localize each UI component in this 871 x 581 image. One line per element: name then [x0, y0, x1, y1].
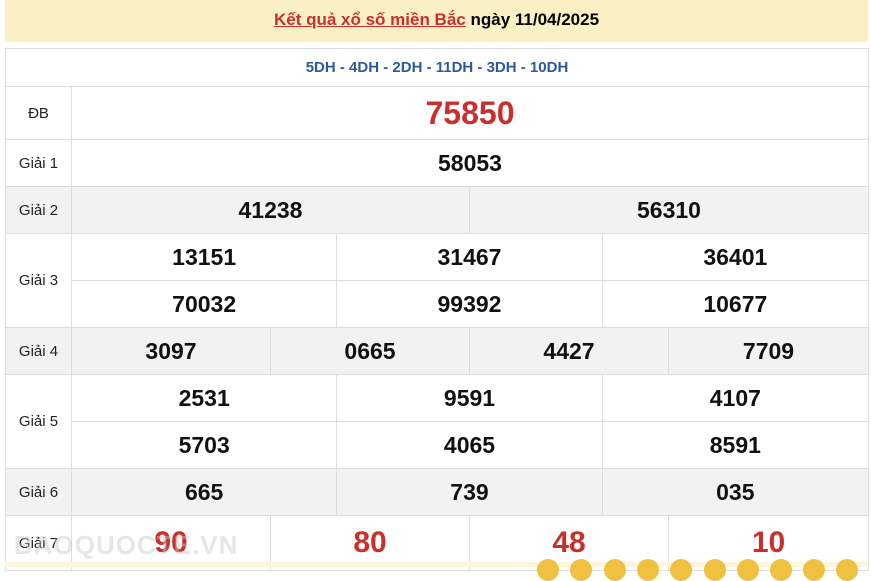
prize-number: 739 [337, 469, 603, 515]
decoration-dot [704, 559, 726, 581]
prize-label: Giải 7 [6, 516, 72, 570]
page-header: Kết quả xổ số miền Bắc ngày 11/04/2025 [5, 0, 868, 42]
prize-label: Giải 2 [6, 187, 72, 233]
prize-number: 31467 [337, 234, 603, 280]
results-table: 5DH - 4DH - 2DH - 11DH - 3DH - 10DH ĐB 75… [5, 48, 869, 571]
prize-number: 75850 [425, 94, 515, 131]
prize-row: Giải 7 90 80 48 10 [6, 516, 868, 571]
prize-number: 99392 [337, 281, 603, 327]
prize-row: Giải 5 2531 9591 4107 5703 4065 8591 [6, 375, 868, 469]
prize-number: 10677 [703, 290, 768, 317]
prize-number: 80 [271, 516, 470, 570]
prize-number: 4107 [709, 384, 761, 411]
header-date: ngày 11/04/2025 [465, 10, 600, 29]
prize-row: Giải 2 41238 56310 [6, 187, 868, 234]
decoration-dot [670, 559, 692, 581]
prize-number: 7709 [742, 337, 795, 364]
prize-number: 13151 [72, 234, 338, 280]
decoration-dot [637, 559, 659, 581]
prize-number: 665 [72, 469, 338, 515]
prize-number: 48 [470, 516, 669, 570]
prize-number: 9591 [337, 375, 603, 421]
decoration-dot [836, 559, 858, 581]
results-link[interactable]: Kết quả xổ số miền Bắc [273, 10, 466, 29]
prize-number: 8591 [709, 431, 761, 458]
prize-number: 90 [72, 516, 271, 570]
prize-number: 36401 [703, 243, 768, 270]
prize-number: 0665 [271, 328, 470, 374]
prize-row: Giải 1 58053 [6, 140, 868, 187]
prize-number: 10 [751, 526, 786, 559]
draw-codes: 5DH - 4DH - 2DH - 11DH - 3DH - 10DH [6, 49, 868, 87]
prize-number: 4065 [337, 422, 603, 468]
prize-row: Giải 6 665 739 035 [6, 469, 868, 516]
prize-number: 56310 [637, 196, 701, 223]
prize-label: Giải 5 [6, 375, 72, 468]
decoration-dot [570, 559, 592, 581]
prize-number: 3097 [72, 328, 271, 374]
prize-label: Giải 6 [6, 469, 72, 515]
prize-row: Giải 3 13151 31467 36401 70032 99392 10677 [6, 234, 868, 328]
prize-label: Giải 4 [6, 328, 72, 374]
prize-label: Giải 3 [6, 234, 72, 327]
prize-number: 41238 [72, 187, 470, 233]
decoration-dot [737, 559, 759, 581]
decoration-dot [537, 559, 559, 581]
prize-number: 4427 [470, 328, 669, 374]
prize-label: Giải 1 [6, 140, 72, 186]
decoration-dot [803, 559, 825, 581]
prize-number: 035 [716, 478, 755, 505]
decoration-dot [604, 559, 626, 581]
prize-number: 5703 [72, 422, 338, 468]
footer-strip [5, 562, 868, 567]
decoration-dot [770, 559, 792, 581]
prize-number: 58053 [438, 149, 502, 176]
prize-label: ĐB [6, 87, 72, 139]
prize-number: 2531 [72, 375, 338, 421]
prize-row: ĐB 75850 [6, 87, 868, 140]
prize-row: Giải 4 3097 0665 4427 7709 [6, 328, 868, 375]
prize-number: 70032 [72, 281, 338, 327]
